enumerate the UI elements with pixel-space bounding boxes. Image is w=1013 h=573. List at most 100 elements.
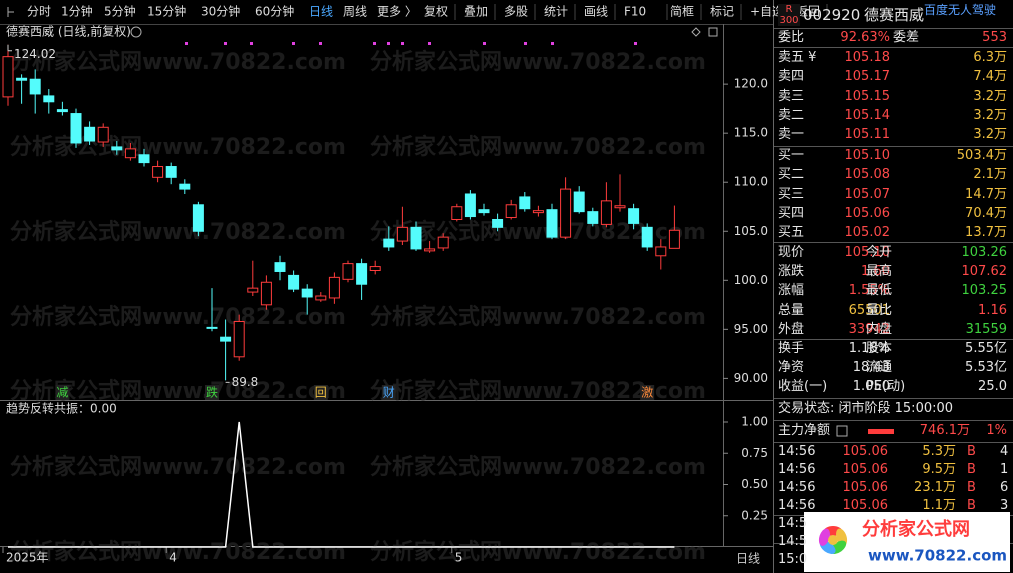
- candle-body: [519, 196, 531, 210]
- watermark: 分析家公式网www.70822.com: [10, 539, 346, 565]
- period-tab[interactable]: 15分钟: [147, 4, 186, 19]
- candle-body: [546, 209, 558, 238]
- candle-body: [451, 206, 463, 220]
- price: 105.06: [842, 462, 889, 477]
- menu-icon[interactable]: [130, 26, 142, 38]
- candle-body: [288, 274, 300, 290]
- candle-body: [84, 126, 96, 142]
- tool-button[interactable]: 多股: [504, 5, 528, 19]
- signal-dot: [292, 42, 295, 45]
- tool-button[interactable]: +自选: [750, 5, 784, 19]
- value: 1.55%: [848, 283, 890, 299]
- signal-dot: [524, 42, 527, 45]
- volume: 70.4万: [965, 205, 1007, 221]
- candle-body: [192, 204, 204, 232]
- period-tab[interactable]: 60分钟: [255, 4, 294, 19]
- signal-box: [313, 385, 328, 400]
- candle-body: [247, 287, 259, 293]
- signal-dot: [483, 42, 486, 45]
- label: 卖五 ¥: [778, 50, 817, 65]
- tool-button[interactable]: 标记: [710, 5, 734, 19]
- volume: 3.2万: [973, 107, 1007, 123]
- period-tab[interactable]: 周线: [343, 5, 367, 19]
- price: 105.15: [844, 88, 891, 104]
- time: 14:56: [778, 444, 816, 459]
- volume: 7.4万: [973, 69, 1007, 85]
- concept-tag: 百度无人驾驶: [924, 3, 997, 17]
- candle-body: [274, 262, 286, 272]
- trade-status: 交易状态: 闭市阶段 15:00:00: [778, 401, 954, 416]
- y-tick-label: 105.0: [734, 224, 768, 238]
- candle-body: [641, 226, 653, 248]
- label: 卖一: [778, 127, 805, 143]
- time: 15:0: [778, 552, 808, 567]
- period-tab[interactable]: 1分钟: [61, 4, 93, 19]
- price: 105.06: [842, 498, 889, 513]
- tool-button[interactable]: 复权: [424, 5, 448, 19]
- max-pointer: [7, 44, 12, 52]
- period-tab[interactable]: 分时: [27, 5, 51, 19]
- stock-code: 002920: [803, 6, 861, 24]
- stock-name: 德赛西威: [864, 6, 925, 24]
- price: 105.11: [844, 127, 891, 143]
- tool-button[interactable]: 统计: [544, 5, 568, 19]
- direction: B: [967, 462, 976, 477]
- period-label: 日线: [736, 552, 760, 566]
- period-tab[interactable]: 30分钟: [201, 4, 240, 19]
- price: 105.14: [844, 107, 891, 123]
- signal-label: 激: [641, 386, 653, 400]
- candle-body: [328, 276, 340, 299]
- chart-title: 德赛西威 (日线,前复权): [6, 24, 131, 39]
- watermark: 分析家公式网www.70822.com: [10, 134, 346, 160]
- value: 31559: [965, 321, 1007, 337]
- candle-body: [220, 336, 232, 342]
- label: 外盘: [778, 321, 805, 337]
- value: 33942: [848, 321, 890, 337]
- signal-dot: [634, 42, 637, 45]
- count: 3: [1000, 498, 1009, 513]
- candle-body: [301, 288, 313, 298]
- label: 买五: [778, 225, 805, 241]
- period-tab[interactable]: 日线: [309, 5, 333, 19]
- watermark: 分析家公式网www.70822.com: [370, 539, 706, 565]
- candle-body: [342, 263, 354, 280]
- volume: 2.1万: [973, 167, 1007, 183]
- toolbar-icons[interactable]: [691, 27, 718, 37]
- label: 流通: [866, 360, 893, 376]
- tool-button[interactable]: 返回: [796, 5, 820, 19]
- tool-button[interactable]: F10: [624, 5, 646, 19]
- signal-label: 财: [383, 386, 395, 400]
- tool-button[interactable]: 叠加: [464, 5, 488, 19]
- badge-bottom: 300: [779, 15, 798, 26]
- tool-button[interactable]: 简框: [670, 5, 694, 19]
- indicator-title: 趋势反转共振：0.00: [6, 401, 117, 416]
- candle-body: [111, 146, 123, 151]
- volume: 3.2万: [973, 88, 1007, 104]
- signal-box: [55, 385, 70, 400]
- volume: 13.7万: [965, 225, 1007, 241]
- candle-body: [233, 320, 245, 358]
- back-icon: [7, 7, 14, 17]
- candle-body: [70, 113, 82, 144]
- candle-body: [614, 205, 626, 209]
- label: 买一: [778, 148, 805, 163]
- candle-body: [505, 204, 517, 219]
- period-tab[interactable]: 更多 〉: [377, 5, 417, 19]
- period-tab[interactable]: 5分钟: [104, 4, 136, 19]
- label: 净资: [778, 360, 805, 376]
- value: 18.43: [852, 360, 890, 376]
- candle-body: [587, 211, 599, 224]
- volume: 503.4万: [956, 148, 1007, 163]
- watermark: 分析家公式网www.70822.com: [370, 49, 706, 75]
- label: 量比: [866, 302, 893, 318]
- tool-button[interactable]: 画线: [584, 5, 608, 19]
- value: 105.10: [844, 245, 891, 260]
- direction: B: [967, 444, 976, 459]
- value: 5.53亿: [965, 360, 1007, 376]
- candle-body: [628, 208, 640, 224]
- label: 今开: [866, 245, 893, 260]
- candle-body: [369, 266, 381, 271]
- price: 105.02: [844, 225, 891, 241]
- candle-body: [152, 166, 164, 178]
